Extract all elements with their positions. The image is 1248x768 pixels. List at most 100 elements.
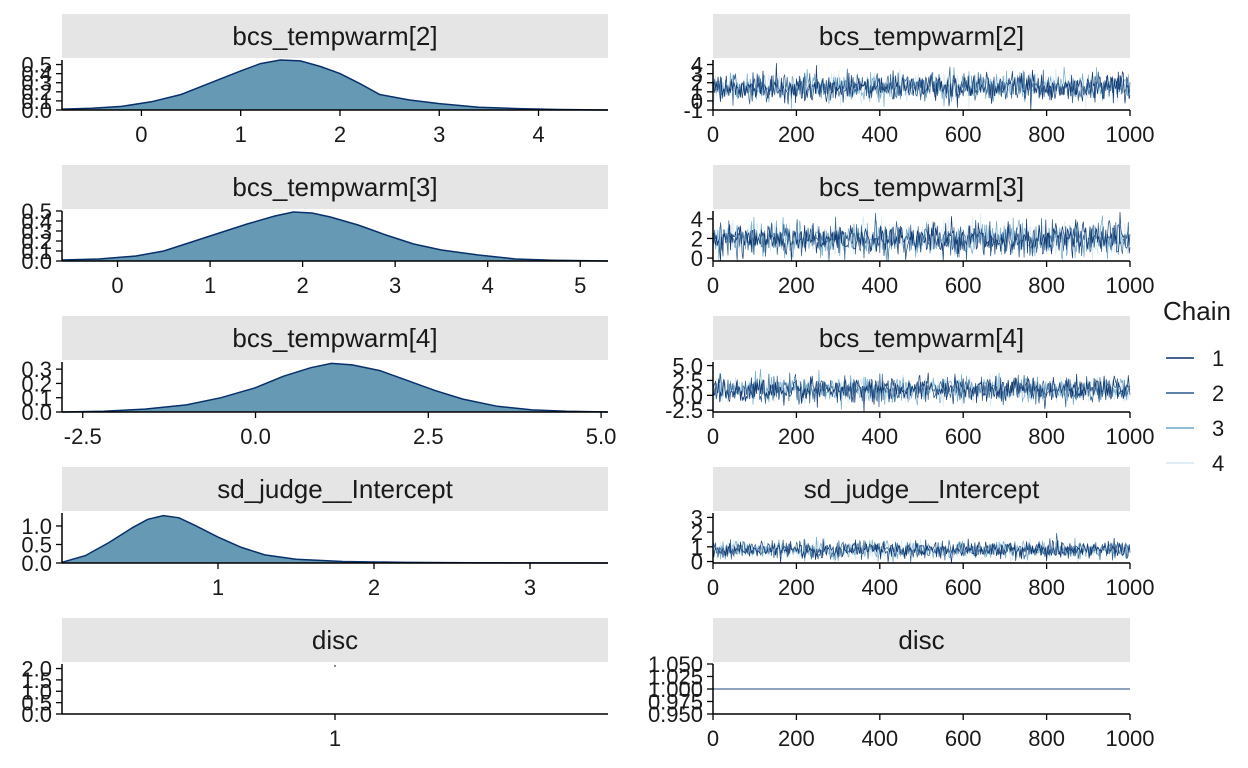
x-tick-label: 0 (111, 273, 123, 298)
panel-5: bcs_tempwarm[4] 0 200 400 600 800 1000 -2.50.02… (665, 316, 1154, 449)
y-tick-label: 4 (691, 207, 703, 232)
y-tick-label: 0 (691, 89, 703, 114)
y-tick-label: 0.5 (21, 53, 52, 78)
y-tick-label: 0.2 (21, 229, 52, 254)
x-tick-label: 200 (778, 424, 815, 449)
x-tick-label: 200 (778, 726, 815, 751)
y-tick-label: 0 (691, 246, 703, 271)
x-tick-label: -2.5 (64, 424, 102, 449)
x-tick-label: 400 (861, 424, 898, 449)
x-tick-label: 3 (524, 575, 536, 600)
y-tick-label: 0.4 (21, 62, 52, 87)
x-tick-label: 0 (707, 122, 719, 147)
panel-3: bcs_tempwarm[3] 0 200 400 600 800 1000 024 (691, 165, 1155, 298)
legend-label-2: 2 (1212, 381, 1224, 406)
strip-title: bcs_tempwarm[4] (819, 323, 1024, 353)
trace-chain-3 (712, 368, 1131, 410)
x-tick-label: 4 (482, 273, 494, 298)
density-area (62, 515, 608, 563)
strip-title: disc (312, 625, 358, 655)
strip-title: bcs_tempwarm[3] (819, 172, 1024, 202)
x-tick-label: 1 (329, 726, 341, 751)
density-area (62, 363, 608, 412)
x-tick-label: 0 (707, 273, 719, 298)
y-tick-label: 0.3 (21, 219, 52, 244)
density-area (62, 60, 608, 110)
legend-title: Chain (1163, 296, 1231, 326)
y-tick-label: 2.0 (21, 657, 52, 682)
strip-title: sd_judge__Intercept (804, 474, 1040, 504)
legend-label-3: 3 (1212, 416, 1224, 441)
panel-9: disc 0 200 400 600 800 1000 0.9500.9751.0001.02… (648, 618, 1154, 751)
x-tick-label: 800 (1028, 122, 1065, 147)
y-tick-label: 0.2 (21, 371, 52, 396)
y-tick-label: 0.1 (21, 386, 52, 411)
y-tick-label: 0.0 (21, 702, 52, 727)
x-tick-label: 1 (235, 122, 247, 147)
y-tick-label: 2 (691, 71, 703, 96)
trace-chain-1 (712, 538, 1131, 564)
legend: Chain 1 2 3 4 (1163, 296, 1231, 476)
x-tick-label: 800 (1028, 273, 1065, 298)
panel-4: bcs_tempwarm[4]-2.5 0.0 2.5 5.00.00.10.20.3 (21, 316, 616, 449)
y-tick-label: -2.5 (665, 398, 703, 423)
x-tick-label: 400 (861, 273, 898, 298)
y-tick-label: 0.5 (21, 532, 52, 557)
x-tick-label: 0 (707, 575, 719, 600)
y-tick-label: 0.4 (21, 209, 52, 234)
y-tick-label: 0.1 (21, 239, 52, 264)
x-tick-label: 800 (1028, 424, 1065, 449)
x-tick-label: 1000 (1106, 122, 1155, 147)
x-tick-label: 200 (778, 575, 815, 600)
y-tick-label: 0.0 (21, 551, 52, 576)
x-tick-label: 600 (945, 273, 982, 298)
x-tick-label: 1 (204, 273, 216, 298)
density-line (61, 362, 609, 413)
strip-background (62, 316, 608, 360)
trace-chain-1 (712, 372, 1131, 413)
strip-background (713, 165, 1130, 209)
x-tick-label: 0 (707, 424, 719, 449)
trace-chain-2 (712, 66, 1131, 106)
panel-8: disc 1 0.00.51.01.52.0 (21, 618, 608, 751)
strip-background (62, 618, 608, 662)
y-tick-label: 0.0 (672, 383, 703, 408)
x-tick-label: 1000 (1106, 575, 1155, 600)
x-tick-label: 2 (368, 575, 380, 600)
x-tick-label: 800 (1028, 726, 1065, 751)
y-tick-label: 0.2 (21, 80, 52, 105)
y-tick-label: 0.3 (21, 357, 52, 382)
x-tick-label: 600 (945, 424, 982, 449)
y-tick-label: 0.0 (21, 400, 52, 425)
x-tick-label: 200 (778, 122, 815, 147)
y-tick-label: 0.975 (648, 690, 703, 715)
x-tick-label: 0.0 (240, 424, 271, 449)
strip-background (62, 467, 608, 511)
x-tick-label: 1000 (1106, 273, 1155, 298)
legend-label-1: 1 (1212, 346, 1224, 371)
y-tick-label: 2 (691, 520, 703, 545)
y-tick-label: 0.5 (21, 199, 52, 224)
y-tick-label: 0.1 (21, 89, 52, 114)
x-tick-label: 400 (861, 122, 898, 147)
y-tick-label: 0.3 (21, 71, 52, 96)
x-tick-label: 2 (296, 273, 308, 298)
x-tick-label: 3 (433, 122, 445, 147)
trace-chain-1 (712, 63, 1131, 110)
y-tick-label: 3 (691, 505, 703, 530)
strip-background (713, 618, 1130, 662)
strip-title: disc (898, 625, 944, 655)
density-line (61, 211, 609, 262)
x-tick-label: 600 (945, 575, 982, 600)
y-tick-label: 5.0 (672, 354, 703, 379)
y-tick-label: 2.5 (672, 368, 703, 393)
strip-title: bcs_tempwarm[4] (232, 323, 437, 353)
y-tick-label: 0.0 (21, 249, 52, 274)
y-tick-label: 1.0 (21, 679, 52, 704)
strip-title: bcs_tempwarm[2] (232, 21, 437, 51)
x-tick-label: 400 (861, 726, 898, 751)
y-tick-label: 1.050 (648, 652, 703, 677)
y-tick-label: 1 (691, 535, 703, 560)
x-tick-label: 1000 (1106, 424, 1155, 449)
